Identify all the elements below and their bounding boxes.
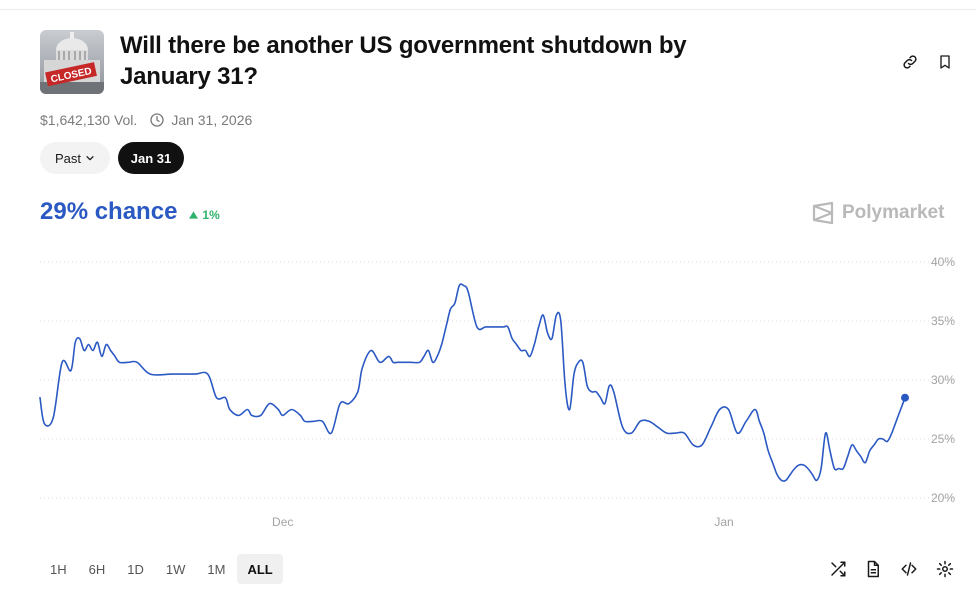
polymarket-brand: Polymarket: [812, 201, 944, 225]
document-button[interactable]: [862, 558, 884, 580]
x-tick-label: Jan: [714, 515, 733, 529]
end-date-label: Jan 31, 2026: [171, 112, 253, 128]
market-meta: $1,642,130 Vol. Jan 31, 2026: [40, 111, 252, 129]
bookmark-icon: [940, 55, 950, 69]
past-dates-label: Past: [54, 150, 81, 166]
clock-icon: [150, 113, 164, 127]
shuffle-icon: [831, 561, 846, 577]
range-button-1m[interactable]: 1M: [207, 561, 226, 577]
past-dates-dropdown[interactable]: Past: [40, 142, 110, 174]
chart-grid: [40, 261, 955, 499]
price-history-chart: 40% 35% 30% 25% 20% Dec Jan: [39, 255, 955, 529]
range-button-1h[interactable]: 1H: [50, 561, 67, 577]
latest-point-marker: [901, 393, 909, 402]
chart-settings-button[interactable]: [934, 558, 956, 580]
bookmark-button[interactable]: [933, 50, 957, 74]
range-button-1w[interactable]: 1W: [165, 561, 186, 577]
link-icon: [903, 55, 917, 69]
embed-code-icon: [901, 562, 917, 576]
document-icon: [867, 560, 879, 578]
range-button-6h[interactable]: 6H: [88, 561, 106, 577]
y-tick-label: 25%: [931, 432, 955, 446]
odds-summary: 29% chance 1%: [40, 198, 220, 226]
market-title: Will there be another US government shut…: [120, 32, 687, 90]
triangle-up-icon: [189, 211, 199, 219]
polymarket-logo-icon: [812, 201, 834, 225]
time-range-selector: 1H 6H 1D 1W 1M ALL: [40, 554, 285, 584]
y-tick-label: 40%: [931, 255, 955, 269]
capitol-closed-thumbnail: CLOSED: [40, 30, 104, 94]
top-divider: [0, 9, 976, 10]
chevron-down-icon: [86, 156, 94, 161]
volume-label: $1,642,130 Vol.: [40, 112, 138, 128]
chance-change: 1%: [189, 208, 220, 222]
probability-line: [39, 283, 906, 482]
date-tab-label: Jan 31: [130, 150, 172, 166]
x-axis: Dec Jan: [272, 515, 734, 529]
date-tab-jan-31[interactable]: Jan 31: [118, 142, 184, 174]
range-button-1d[interactable]: 1D: [127, 561, 144, 577]
chance-value: 29% chance: [40, 198, 178, 225]
copy-link-button[interactable]: [898, 50, 922, 74]
y-tick-label: 20%: [931, 491, 955, 505]
y-axis: 40% 35% 30% 25% 20%: [931, 255, 955, 505]
chance-change-value: 1%: [202, 208, 220, 222]
range-button-all[interactable]: ALL: [237, 554, 283, 584]
brand-name: Polymarket: [842, 202, 945, 223]
shuffle-button[interactable]: [827, 558, 849, 580]
x-tick-label: Dec: [272, 515, 293, 529]
settings-gear-icon: [936, 560, 954, 578]
embed-button[interactable]: [898, 558, 920, 580]
y-tick-label: 30%: [931, 373, 955, 387]
y-tick-label: 35%: [931, 314, 955, 328]
